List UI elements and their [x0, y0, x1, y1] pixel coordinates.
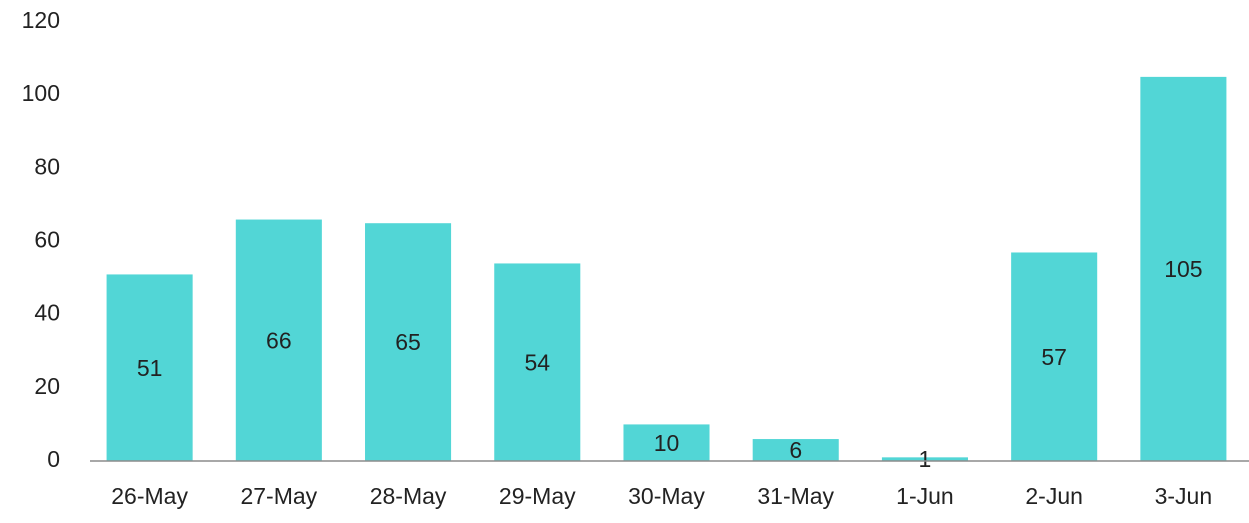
bar [623, 424, 710, 461]
data-label: 57 [1041, 344, 1067, 370]
bar [1011, 252, 1098, 461]
y-tick-label: 120 [22, 7, 60, 33]
x-tick-label: 28-May [370, 483, 447, 509]
data-label: 1 [919, 446, 932, 472]
bar [365, 223, 452, 461]
x-tick-label: 2-Jun [1025, 483, 1083, 509]
x-tick-label: 26-May [111, 483, 188, 509]
data-label: 105 [1164, 256, 1202, 282]
bar [752, 439, 839, 461]
data-label: 51 [137, 355, 163, 381]
y-tick-label: 0 [47, 446, 60, 472]
data-label: 54 [524, 349, 550, 375]
y-tick-label: 100 [22, 80, 60, 106]
x-tick-label: 3-Jun [1155, 483, 1213, 509]
bar [1140, 76, 1227, 461]
bar [106, 274, 193, 461]
data-label: 6 [789, 437, 802, 463]
data-label: 66 [266, 327, 292, 353]
y-tick-label: 20 [34, 373, 60, 399]
y-tick-label: 80 [34, 153, 60, 179]
x-tick-label: 27-May [240, 483, 317, 509]
bar [881, 457, 968, 461]
y-tick-label: 40 [34, 300, 60, 326]
x-tick-label: 1-Jun [896, 483, 954, 509]
x-tick-label: 31-May [757, 483, 834, 509]
x-tick-label: 29-May [499, 483, 576, 509]
data-label: 10 [654, 430, 680, 456]
data-label: 65 [395, 329, 421, 355]
x-tick-label: 30-May [628, 483, 705, 509]
y-tick-label: 60 [34, 227, 60, 253]
bar [235, 219, 322, 461]
bar [494, 263, 581, 461]
